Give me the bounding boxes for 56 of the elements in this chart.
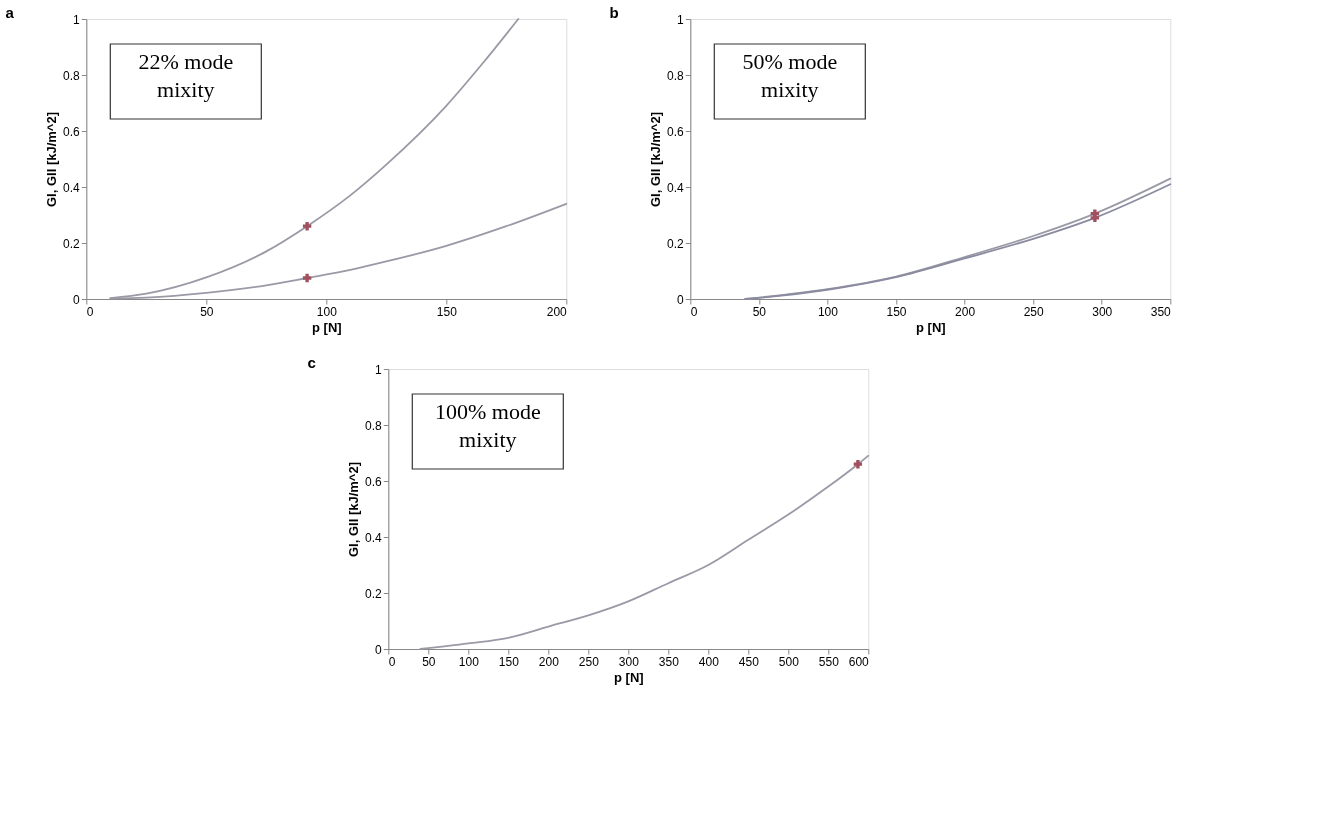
x-tick-label: 250 — [1023, 304, 1044, 319]
x-tick-label: 200 — [546, 304, 568, 319]
chart-title: c — [307, 354, 316, 371]
x-tick-label: 100 — [316, 304, 338, 319]
y-tick-label: 0.6 — [667, 124, 685, 139]
y-tick-label: 0.4 — [63, 180, 81, 195]
x-tick-label: 400 — [698, 654, 720, 669]
x-tick-label: 350 — [658, 654, 680, 669]
x-axis-title: p [N] — [614, 669, 644, 685]
y-tick-label: 0.8 — [63, 68, 81, 83]
y-tick-label: 0 — [375, 642, 383, 657]
y-axis-title: GI, GII [kJ/m^2] — [346, 461, 362, 558]
x-tick-label: 50 — [200, 304, 214, 319]
x-tick-label: 150 — [436, 304, 458, 319]
x-axis-title: p [N] — [312, 319, 342, 335]
y-tick-label: 0.2 — [667, 236, 685, 251]
x-tick-label: 50 — [422, 654, 436, 669]
y-tick-label: 0.6 — [365, 474, 383, 489]
y-tick-label: 1 — [73, 12, 81, 27]
y-tick-label: 0.8 — [365, 418, 383, 433]
y-tick-label: 0.2 — [365, 586, 383, 601]
x-tick-label: 0 — [388, 654, 396, 669]
y-tick-label: 0.2 — [63, 236, 81, 251]
y-tick-label: 0.4 — [667, 180, 685, 195]
x-tick-label: 0 — [690, 304, 698, 319]
x-tick-label: 200 — [955, 304, 976, 319]
x-tick-label: 100 — [817, 304, 839, 319]
x-tick-label: 300 — [1092, 304, 1113, 319]
x-tick-label: 200 — [538, 654, 560, 669]
y-axis-title: GI, GII [kJ/m^2] — [648, 111, 664, 208]
x-tick-label: 350 — [1150, 304, 1172, 319]
y-tick-label: 1 — [677, 12, 685, 27]
x-tick-label: 500 — [778, 654, 800, 669]
y-tick-label: 0.4 — [365, 530, 383, 545]
chart-title: a — [5, 4, 15, 21]
y-axis-title: GI, GII [kJ/m^2] — [44, 111, 60, 208]
x-tick-label: 600 — [848, 654, 870, 669]
y-tick-label: 0 — [73, 292, 81, 307]
x-tick-label: 450 — [738, 654, 760, 669]
y-tick-label: 0.8 — [667, 68, 685, 83]
y-tick-label: 1 — [375, 362, 383, 377]
x-tick-label: 100 — [458, 654, 480, 669]
x-tick-label: 250 — [578, 654, 600, 669]
x-tick-label: 150 — [886, 304, 907, 319]
x-tick-label: 150 — [498, 654, 520, 669]
x-tick-label: 0 — [86, 304, 94, 319]
y-tick-label: 0 — [677, 292, 685, 307]
x-tick-label: 50 — [752, 304, 767, 319]
annotation: 22% mode mixity — [138, 49, 234, 102]
annotation: 100% mode mixity — [434, 399, 541, 452]
x-axis-title: p [N] — [916, 319, 946, 335]
chart-title: b — [609, 4, 619, 21]
x-tick-label: 550 — [818, 654, 840, 669]
y-tick-label: 0.6 — [63, 124, 81, 139]
annotation: 50% mode mixity — [742, 49, 838, 102]
x-tick-label: 300 — [618, 654, 640, 669]
